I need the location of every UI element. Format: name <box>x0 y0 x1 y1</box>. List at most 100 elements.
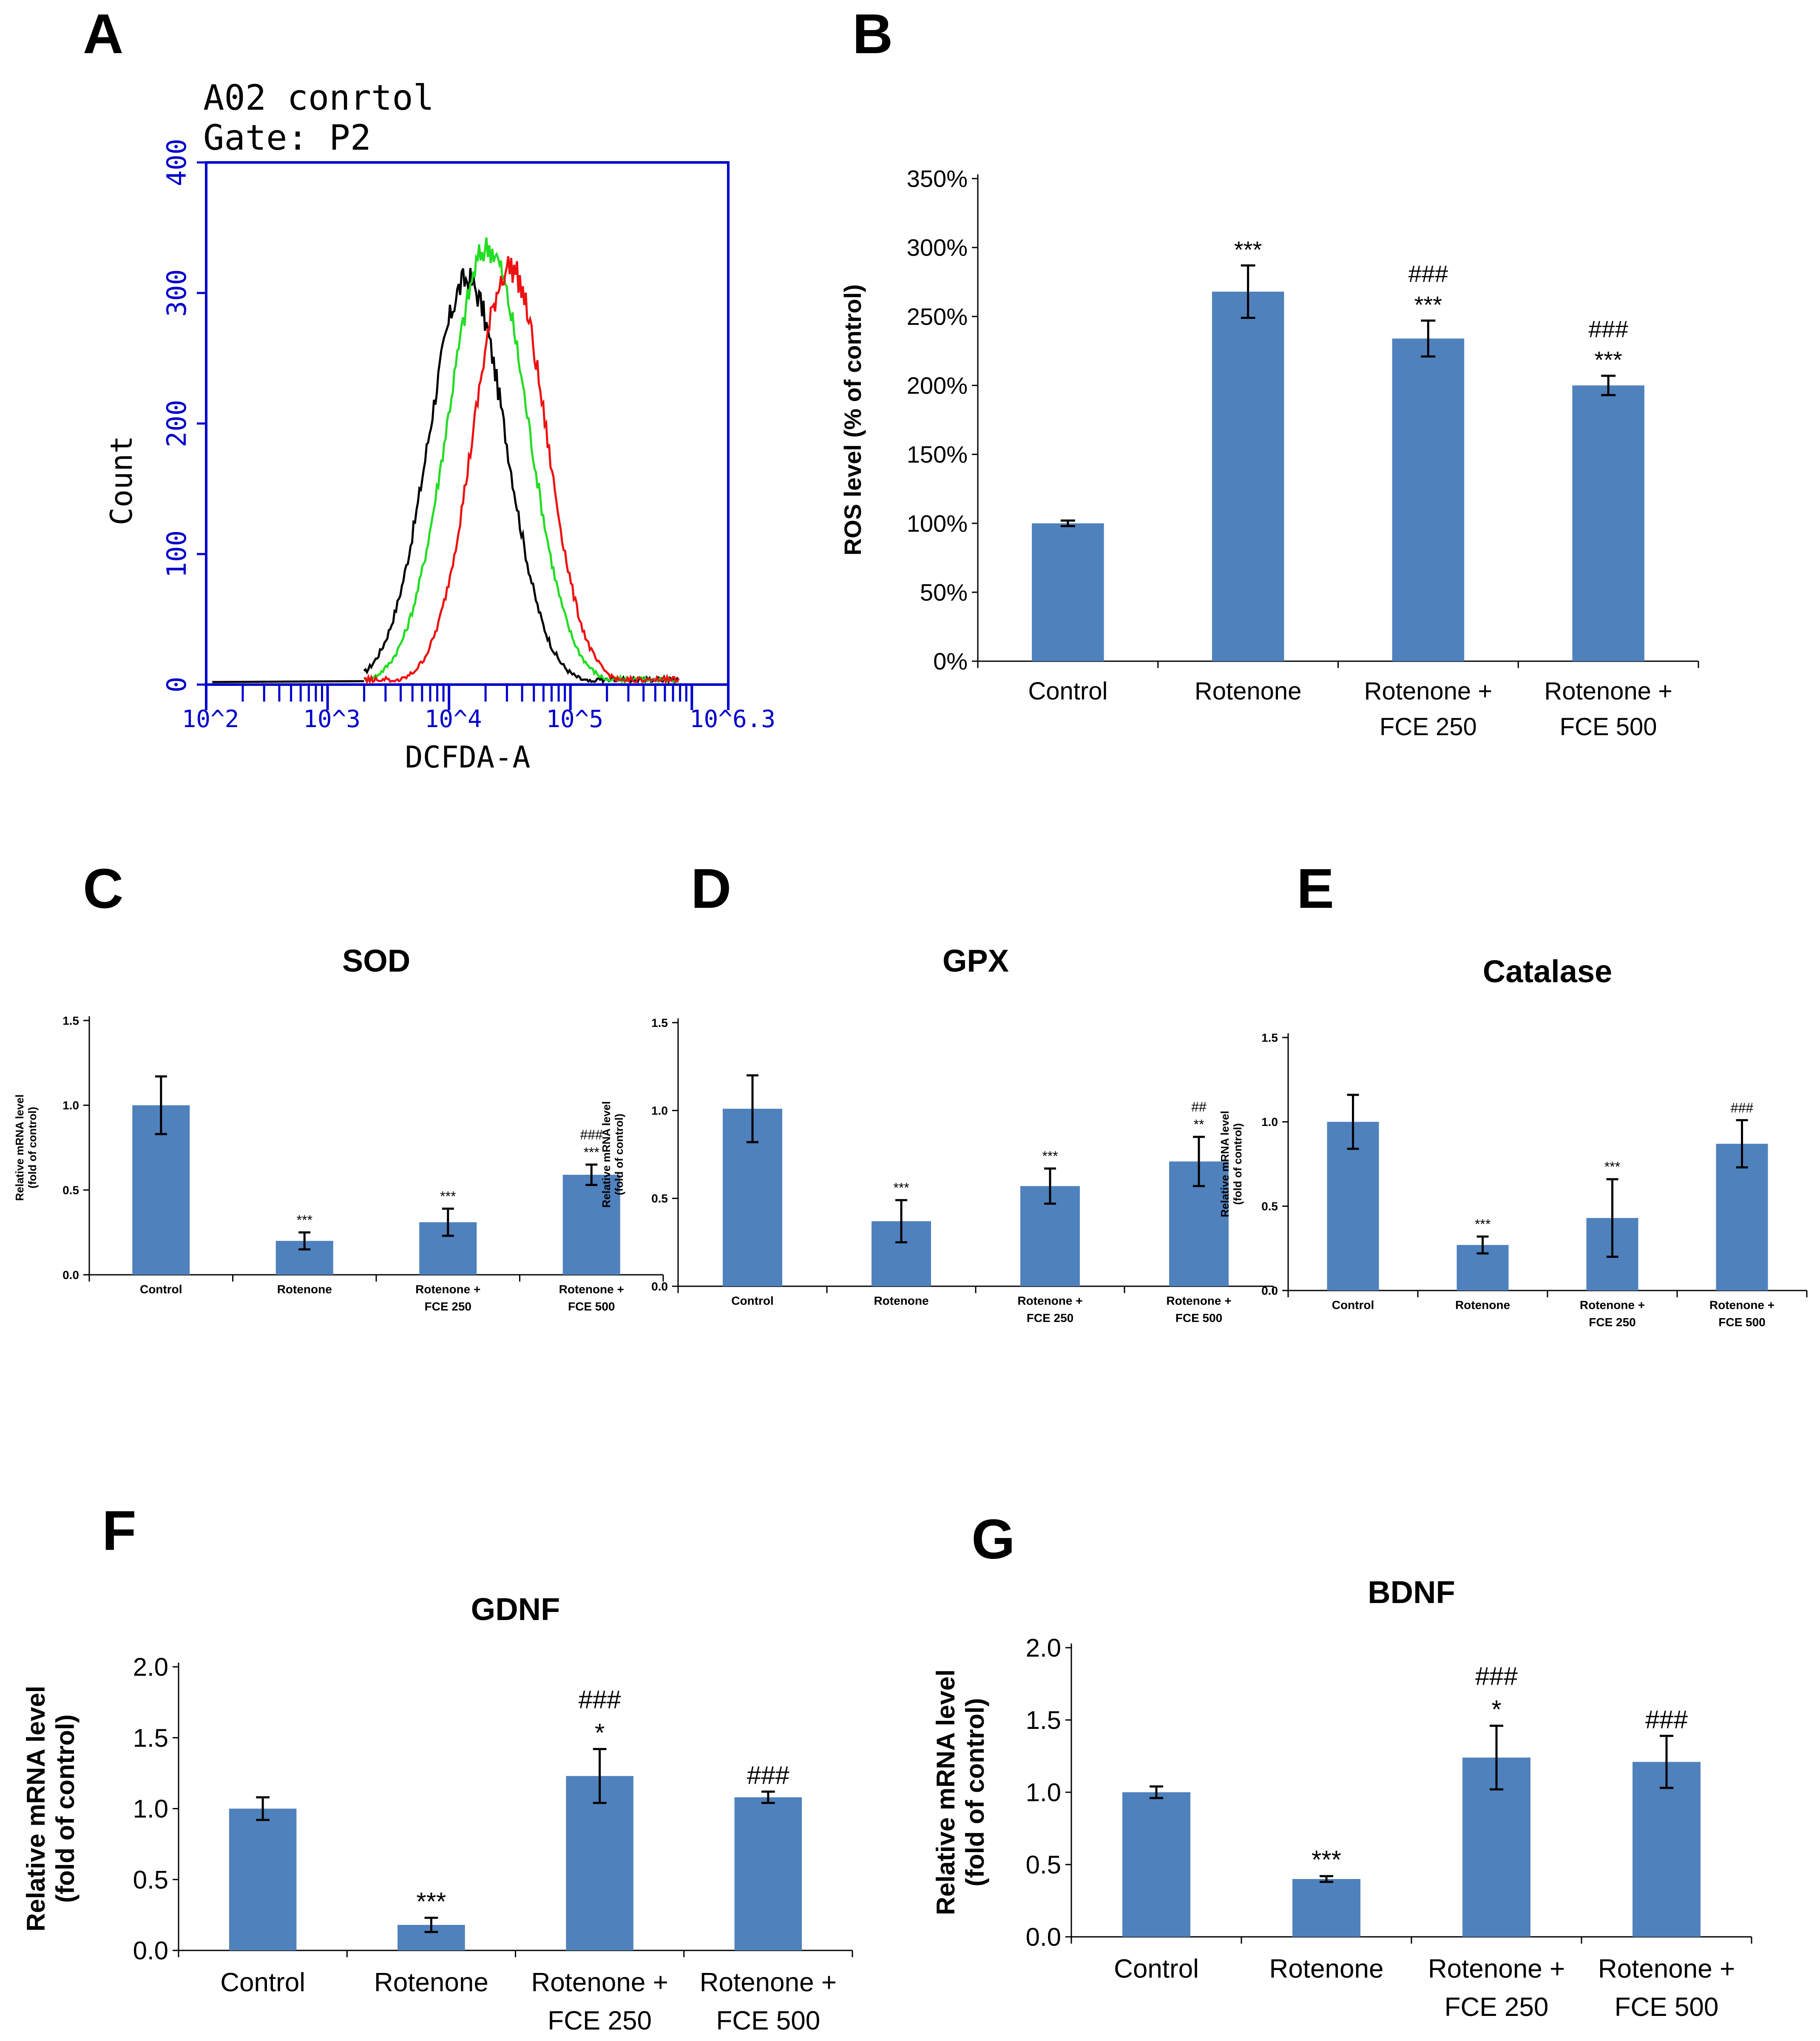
x-category-label: Rotenone + <box>531 1968 668 1997</box>
chart-title: Catalase <box>1483 954 1612 989</box>
bar <box>1212 291 1284 661</box>
significance-marker: *** <box>1475 1217 1491 1232</box>
x-category-label: FCE 250 <box>425 1300 472 1313</box>
y-tick-label: 250% <box>907 303 968 330</box>
x-category-label: FCE 500 <box>568 1300 615 1313</box>
histogram-baseline <box>212 680 364 683</box>
x-category-label: Rotenone + <box>1544 677 1672 705</box>
bar-chart-g: BDNF 0.0 0.5 1.0 1.5 2.0 Relative mRNA level (f… <box>931 1575 1752 2022</box>
bar <box>1572 385 1644 661</box>
x-category-label: Rotenone + <box>1709 1298 1775 1311</box>
y-axis-label-line: (fold of control) <box>51 1714 80 1903</box>
significance-marker: *** <box>1234 236 1262 263</box>
x-category-label: Control <box>1332 1298 1374 1311</box>
histogram-title-line-2: Gate: P2 <box>203 118 371 158</box>
significance-marker: ### <box>580 1127 603 1142</box>
x-category-label: Rotenone <box>277 1282 332 1296</box>
y-tick-label: 0.0 <box>1026 1923 1061 1951</box>
y-tick-label: 0.0 <box>62 1268 79 1282</box>
y-axis-label-line: Relative mRNA level <box>600 1101 613 1208</box>
x-category-label: FCE 250 <box>548 2006 652 2035</box>
bar <box>1327 1122 1379 1291</box>
x-category-label: Rotenone + <box>1598 1954 1735 1984</box>
x-category-label: Rotenone <box>1195 677 1302 705</box>
y-tick-label: 1.0 <box>1261 1115 1278 1129</box>
panel-label-f: F <box>102 1499 136 1562</box>
y-tick-label: 2.0 <box>1026 1634 1061 1662</box>
histogram-y-tick-label: 100 <box>161 530 192 578</box>
bar-chart-f: GDNF 0.0 0.5 1.0 1.5 2.0 Relative mRNA level (f… <box>22 1592 853 2035</box>
bar <box>734 1797 802 1950</box>
y-tick-label: 0.5 <box>133 1865 168 1894</box>
histogram-x-tick-label: 10^4 <box>425 705 482 733</box>
x-category-label: FCE 500 <box>716 2006 821 2035</box>
bar-charts: 0% 50% 100% 150% 200% 250% 300% 350% ROS level (… <box>13 165 1808 2035</box>
significance-marker: ### <box>1408 260 1448 287</box>
x-category-label: Control <box>1114 1954 1199 1984</box>
y-tick-label: 0.0 <box>133 1936 168 1965</box>
y-tick-label: 100% <box>907 510 968 537</box>
histogram-y-tick-label: 0 <box>161 677 192 692</box>
y-axis-label-line: Relative mRNA level <box>13 1094 26 1201</box>
x-category-label: FCE 500 <box>1615 1993 1719 2022</box>
bar <box>1392 338 1465 661</box>
chart-title: GPX <box>943 943 1009 978</box>
y-tick-label: 1.0 <box>1026 1778 1061 1807</box>
panel-label-g: G <box>971 1508 1015 1570</box>
x-category-label: Rotenone + <box>1364 677 1493 705</box>
y-tick-label: 1.5 <box>651 1016 668 1029</box>
x-category-label: Rotenone + <box>1428 1954 1565 1984</box>
histogram-plot-frame <box>205 161 730 686</box>
y-tick-label: 1.5 <box>1026 1706 1061 1734</box>
significance-marker: *** <box>297 1212 312 1228</box>
histogram-series <box>212 237 680 685</box>
x-category-label: Control <box>140 1282 182 1296</box>
y-tick-label: 350% <box>907 165 968 192</box>
histogram-y-tick-label: 400 <box>161 139 192 186</box>
y-tick-label: 0.0 <box>1261 1284 1278 1297</box>
y-axis-label: ROS level (% of control) <box>839 284 866 556</box>
histogram-y-ticks: 0 100 200 300 400 <box>161 139 206 693</box>
y-tick-label: 1.5 <box>1261 1031 1278 1044</box>
significance-marker: *** <box>1042 1148 1058 1164</box>
y-tick-label: 2.0 <box>133 1653 168 1681</box>
bar-chart-b: 0% 50% 100% 150% 200% 250% 300% 350% ROS level (… <box>839 165 1699 741</box>
histogram-y-axis-label: Count <box>104 436 139 526</box>
significance-marker: * <box>595 1718 605 1747</box>
x-category-label: Control <box>731 1294 774 1307</box>
significance-marker: ### <box>1475 1662 1518 1691</box>
y-tick-label: 150% <box>907 441 968 468</box>
x-category-label: FCE 250 <box>1445 1993 1549 2022</box>
panel-label-d: D <box>691 857 731 920</box>
histogram-x-axis-label: DCFDA-A <box>405 740 530 775</box>
bar <box>229 1808 297 1950</box>
chart-title: SOD <box>342 943 410 978</box>
significance-marker: ### <box>1731 1100 1754 1115</box>
x-category-label: Rotenone <box>374 1968 488 1997</box>
bar <box>1292 1879 1360 1937</box>
panel-label-c: C <box>83 857 123 920</box>
significance-marker: *** <box>1604 1159 1620 1174</box>
y-tick-label: 0.5 <box>62 1183 79 1197</box>
x-category-label: FCE 250 <box>1380 713 1477 741</box>
y-axis-label-line: Relative mRNA level <box>931 1669 960 1915</box>
histogram-panel: A02 conrtol Gate: P2 Count DCFDA-A 0 100 2… <box>104 78 775 775</box>
significance-marker: ### <box>579 1685 622 1714</box>
x-category-label: FCE 250 <box>1589 1316 1636 1329</box>
bar <box>1122 1792 1190 1937</box>
panel-label-e: E <box>1297 857 1334 920</box>
panel-label-a: A <box>83 3 123 65</box>
significance-marker: * <box>1491 1695 1501 1724</box>
histogram-x-tick-label: 10^3 <box>303 705 361 733</box>
y-tick-label: 0.5 <box>651 1192 668 1205</box>
panel-label-b: B <box>852 3 893 65</box>
y-axis-label-line: (fold of control) <box>1231 1123 1244 1205</box>
x-category-label: Rotenone <box>1269 1954 1384 1984</box>
histogram-y-tick-label: 200 <box>161 400 192 447</box>
significance-marker: *** <box>1312 1845 1341 1874</box>
x-category-label: FCE 250 <box>1027 1311 1074 1325</box>
significance-marker: *** <box>1594 347 1622 373</box>
